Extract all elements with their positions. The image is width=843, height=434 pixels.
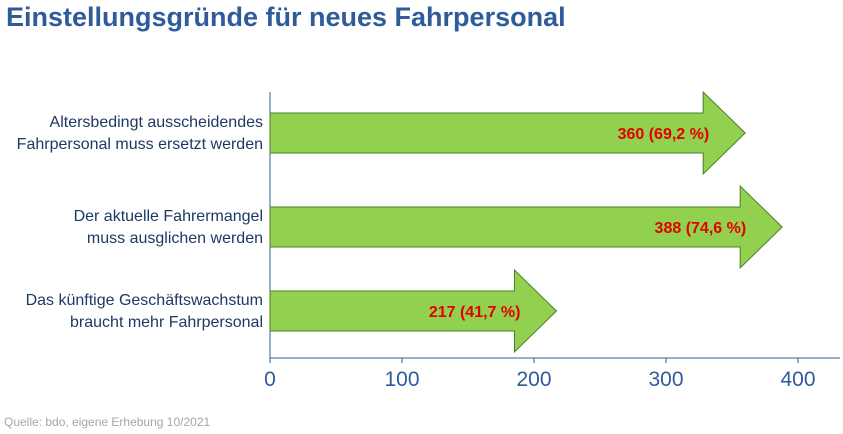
category-label: Der aktuelle Fahrermangel xyxy=(74,208,263,225)
source-note: Quelle: bdo, eigene Erhebung 10/2021 xyxy=(4,415,211,429)
x-tick-label: 200 xyxy=(516,368,551,391)
category-label: Das künftige Geschäftswachstum xyxy=(26,292,263,309)
x-tick-label: 400 xyxy=(780,368,815,391)
category-label: muss ausglichen werden xyxy=(87,230,263,247)
data-label: 360 (69,2 %) xyxy=(618,126,710,143)
bar-arrow xyxy=(269,268,558,354)
x-tick-label: 0 xyxy=(264,368,276,391)
category-label: Fahrpersonal muss ersetzt werden xyxy=(17,136,263,153)
data-label: 388 (74,6 %) xyxy=(655,220,747,237)
x-tick-label: 100 xyxy=(384,368,419,391)
bar-arrow xyxy=(269,184,783,270)
category-label: braucht mehr Fahrpersonal xyxy=(70,314,263,331)
chart-title: Einstellungsgründe für neues Fahrpersona… xyxy=(6,2,566,32)
x-tick-label: 300 xyxy=(648,368,683,391)
category-label: Altersbedingt ausscheidendes xyxy=(50,114,263,131)
data-label: 217 (41,7 %) xyxy=(429,304,521,321)
bar-arrow xyxy=(269,90,746,176)
